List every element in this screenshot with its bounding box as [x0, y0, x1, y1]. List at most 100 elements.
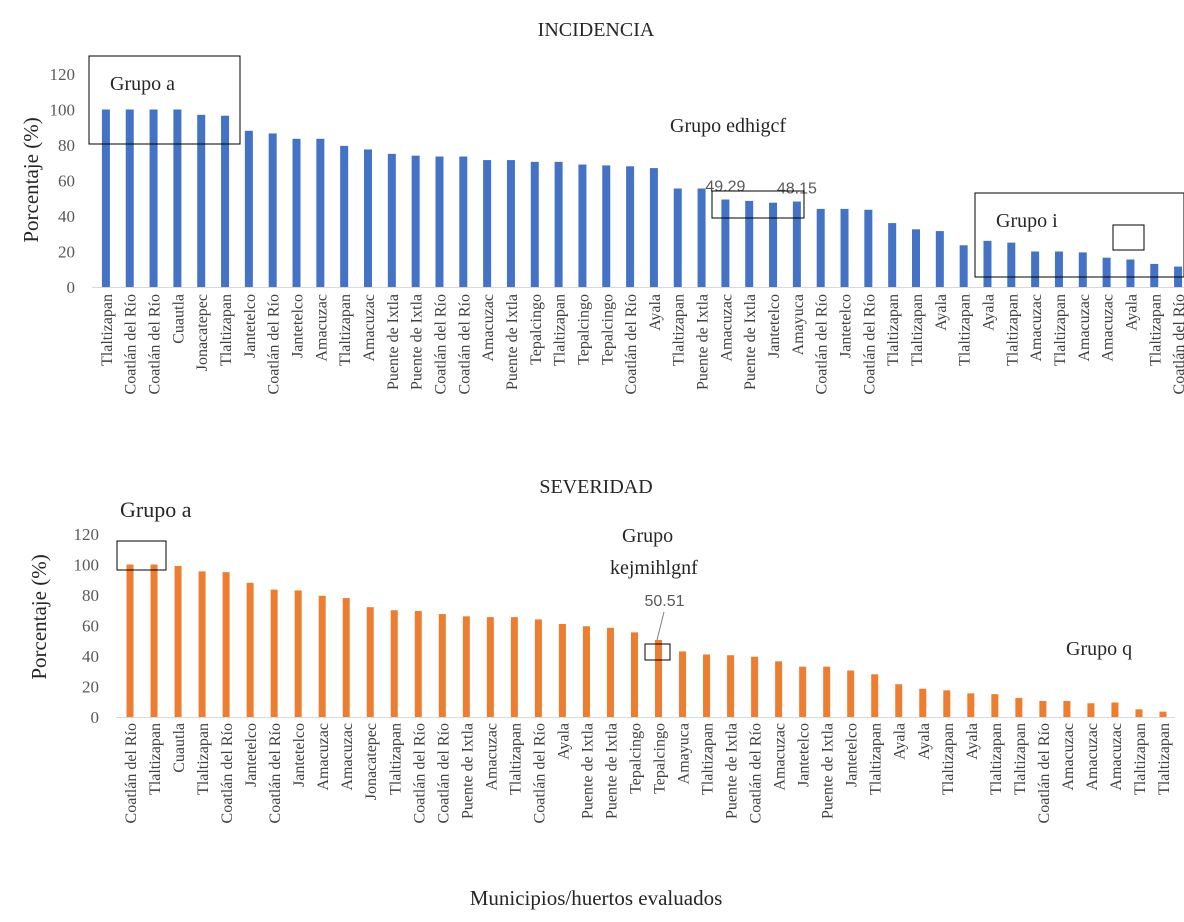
incidencia-chart: INCIDENCIA Porcentaje (%) 0 20 40 60 80 100 12…: [19, 19, 1184, 394]
incidencia-bar: [792, 201, 801, 287]
incidencia-y-ticks: 0 20 40 60 80 100 120: [50, 65, 76, 297]
severidad-bar: [919, 688, 927, 717]
severidad-bar: [847, 670, 855, 717]
incidencia-grupo-a-label: Grupo a: [110, 73, 175, 95]
incidencia-bar: [221, 115, 230, 288]
severidad-bars: [126, 564, 1167, 717]
incidencia-grupo-i-box: [974, 192, 1184, 278]
incidencia-bar: [983, 240, 992, 287]
incidencia-category-label: Cuautla: [170, 294, 187, 344]
severidad-category-label: Amacuzac: [1108, 723, 1125, 791]
severidad-category-label: Puente de Ixtla: [604, 723, 621, 819]
incidencia-bar: [864, 209, 873, 287]
severidad-bar: [991, 694, 999, 717]
x-axis-label: Municipios/huertos evaluados: [470, 886, 723, 910]
severidad-y-tick-label: 40: [82, 647, 99, 666]
severidad-category-label: Jantetelco: [844, 723, 861, 787]
severidad-y-ticks: 0 20 40 60 80 100 120: [74, 525, 100, 727]
incidencia-bar: [935, 231, 944, 287]
severidad-y-tick-label: 20: [82, 678, 99, 697]
incidencia-grupo-i-label: Grupo i: [996, 210, 1058, 232]
severidad-bar: [630, 632, 638, 717]
severidad-category-label: Amacuzac: [772, 723, 789, 791]
severidad-category-label: Coatlán del Río: [123, 723, 140, 823]
incidencia-grupo-edhigcf-label: Grupo edhigcf: [670, 115, 786, 137]
severidad-category-label: Coatlán del Río: [1036, 723, 1053, 823]
severidad-data-label: 50.51: [644, 593, 684, 610]
incidencia-category-label: Puente de Ixtla: [409, 294, 426, 390]
incidencia-category-label: Amacuzac: [480, 294, 497, 362]
incidencia-y-tick-label: 20: [58, 243, 75, 262]
incidencia-category-label: Amacuzac: [313, 294, 330, 362]
severidad-title: SEVERIDAD: [539, 476, 652, 498]
incidencia-bar: [292, 138, 301, 287]
severidad-bar: [486, 617, 494, 717]
incidencia-category-label: Jantetelco: [766, 294, 783, 358]
severidad-category-label: Tlaltizapan: [700, 723, 717, 795]
incidencia-category-labels: Tlaltizapan Coatlán del Río Coatlán del Rí…: [99, 294, 1184, 394]
incidencia-small-box: [1112, 224, 1145, 251]
incidencia-category-label: Puente de Ixtla: [385, 294, 402, 390]
severidad-category-label: Ayala: [555, 723, 572, 760]
severidad-category-label: Coatlán del Río: [411, 723, 428, 823]
incidencia-bar: [1054, 251, 1063, 287]
incidencia-category-label: Puente de Ixtla: [695, 294, 712, 390]
incidencia-bar: [602, 165, 611, 287]
severidad-category-label: Ayala: [892, 723, 909, 760]
incidencia-category-label: Tepalcingo: [575, 294, 592, 365]
incidencia-bar: [435, 156, 444, 287]
incidencia-data-label: 49.29: [705, 179, 745, 196]
severidad-bar: [1111, 702, 1119, 717]
incidencia-bar: [554, 161, 563, 287]
severidad-category-label: Amacuzac: [483, 723, 500, 791]
incidencia-category-label: Tlaltizapan: [1147, 294, 1164, 366]
severidad-kejmihlgnf-box: [644, 643, 671, 661]
severidad-category-label: Coatlán del Río: [435, 723, 452, 823]
incidencia-category-label: Tlaltizapan: [957, 294, 974, 366]
incidencia-y-tick-label: 120: [50, 65, 76, 84]
severidad-bar: [871, 674, 879, 717]
incidencia-bar: [721, 199, 730, 287]
severidad-bar: [510, 617, 518, 717]
incidencia-bar: [1126, 259, 1135, 287]
severidad-bar: [1039, 700, 1047, 717]
incidencia-data-labels: 49.29 48.15: [705, 179, 817, 198]
incidencia-category-label: Puente de Ixtla: [742, 294, 759, 390]
severidad-chart: SEVERIDAD Porcentaje (%) 0 20 40 60 80 100 120…: [27, 476, 1175, 823]
severidad-bar: [727, 655, 735, 717]
severidad-bar: [703, 654, 711, 717]
severidad-y-tick-label: 0: [91, 708, 100, 727]
incidencia-category-label: Amacuzac: [1100, 294, 1117, 362]
severidad-category-labels: Coatlán del Río Tlaltizapan Cuautla Tlaltiz…: [123, 723, 1173, 823]
severidad-category-label: Puente de Ixtla: [724, 723, 741, 819]
severidad-bar: [126, 564, 134, 717]
severidad-grupo-kejmihlgnf-label: kejmihlgnf: [610, 557, 698, 579]
severidad-category-label: Tlaltizapan: [1012, 723, 1029, 795]
severidad-category-label: Amacuzac: [315, 723, 332, 791]
incidencia-bar: [769, 202, 778, 287]
severidad-y-tick-label: 80: [82, 586, 99, 605]
severidad-category-label: Coatlán del Río: [267, 723, 284, 823]
severidad-bar: [582, 626, 590, 717]
incidencia-category-label: Coatlán del Río: [623, 294, 640, 394]
severidad-bar: [775, 661, 783, 717]
incidencia-grupo-a-box: [88, 55, 241, 145]
severidad-category-label: Tlaltizapan: [1132, 723, 1149, 795]
severidad-category-label: Puente de Ixtla: [459, 723, 476, 819]
severidad-bar: [799, 666, 807, 717]
incidencia-bar: [530, 161, 539, 287]
incidencia-bar: [1150, 263, 1159, 287]
severidad-bar: [198, 571, 206, 717]
incidencia-bar: [149, 109, 158, 287]
severidad-category-label: Amacuzac: [1084, 723, 1101, 791]
severidad-category-label: Tlaltizapan: [195, 723, 212, 795]
incidencia-category-label: Ayala: [647, 294, 664, 331]
severidad-category-label: Cuautla: [171, 723, 188, 773]
severidad-bar: [150, 564, 158, 717]
incidencia-y-axis-label: Porcentaje (%): [19, 117, 43, 242]
incidencia-bar: [1007, 242, 1016, 287]
incidencia-bar: [483, 160, 492, 287]
incidencia-category-label: Puente de Ixtla: [504, 294, 521, 390]
severidad-category-label: Amacuzac: [339, 723, 356, 791]
severidad-bar: [414, 611, 422, 717]
